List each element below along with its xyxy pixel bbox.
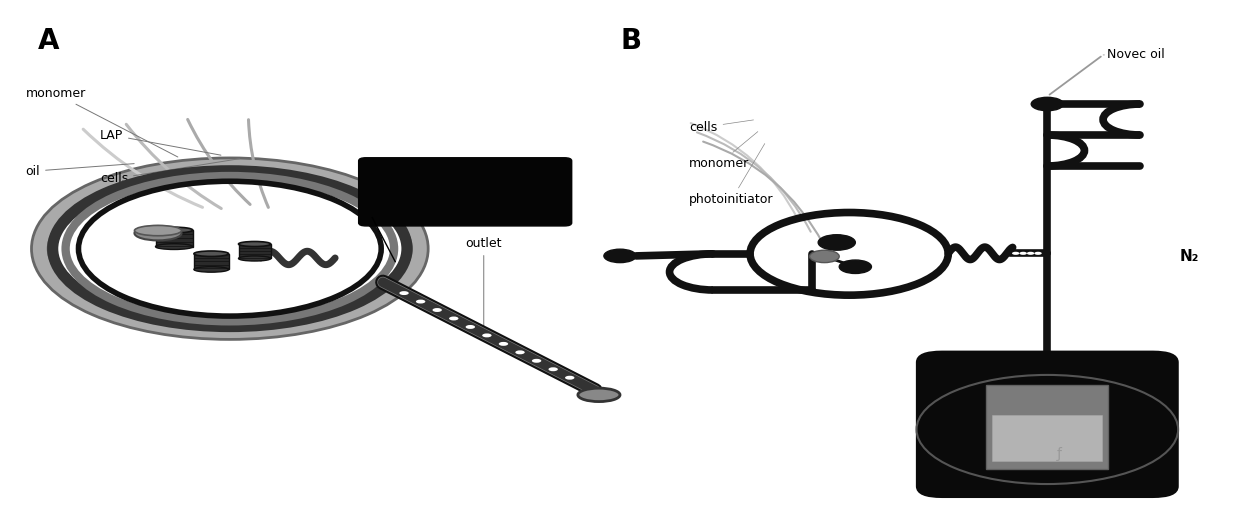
FancyBboxPatch shape [358,158,572,226]
Circle shape [1032,97,1064,111]
Bar [193,254,228,269]
Circle shape [415,299,425,304]
Circle shape [482,334,491,337]
Bar [986,385,1109,469]
Circle shape [516,350,525,354]
Text: monomer: monomer [689,132,758,170]
Text: cells: cells [99,159,239,185]
Circle shape [548,367,558,371]
FancyBboxPatch shape [918,352,1177,497]
Circle shape [1027,252,1034,255]
Circle shape [498,342,508,346]
Text: Novec oil: Novec oil [1104,49,1166,62]
Ellipse shape [134,226,181,240]
Ellipse shape [193,251,228,256]
Circle shape [532,359,542,363]
Circle shape [604,249,636,263]
Ellipse shape [193,267,228,272]
Circle shape [810,250,839,263]
Circle shape [818,235,856,250]
Text: photoinitiator: photoinitiator [689,143,774,206]
Circle shape [1034,252,1042,255]
Circle shape [1012,252,1019,255]
Text: monomer: monomer [26,87,177,157]
Text: outlet: outlet [465,237,502,335]
Circle shape [465,325,475,329]
Circle shape [1019,252,1027,255]
Text: A: A [38,26,60,54]
Ellipse shape [238,256,270,261]
Bar [992,415,1102,462]
Text: N₂: N₂ [1180,249,1199,264]
Bar [155,230,192,247]
Circle shape [399,291,409,295]
Circle shape [449,316,459,321]
Bar [238,244,270,258]
Text: oil: oil [26,164,134,178]
Ellipse shape [155,227,192,233]
Ellipse shape [134,225,181,236]
Ellipse shape [238,241,270,247]
Text: LAP: LAP [99,128,221,155]
Text: B: B [620,26,641,54]
Text: ƒ: ƒ [1058,448,1063,462]
Circle shape [433,308,441,312]
Circle shape [839,260,872,274]
Ellipse shape [155,243,192,250]
Circle shape [565,376,574,380]
Ellipse shape [578,388,620,401]
Text: cells: cells [689,120,754,134]
